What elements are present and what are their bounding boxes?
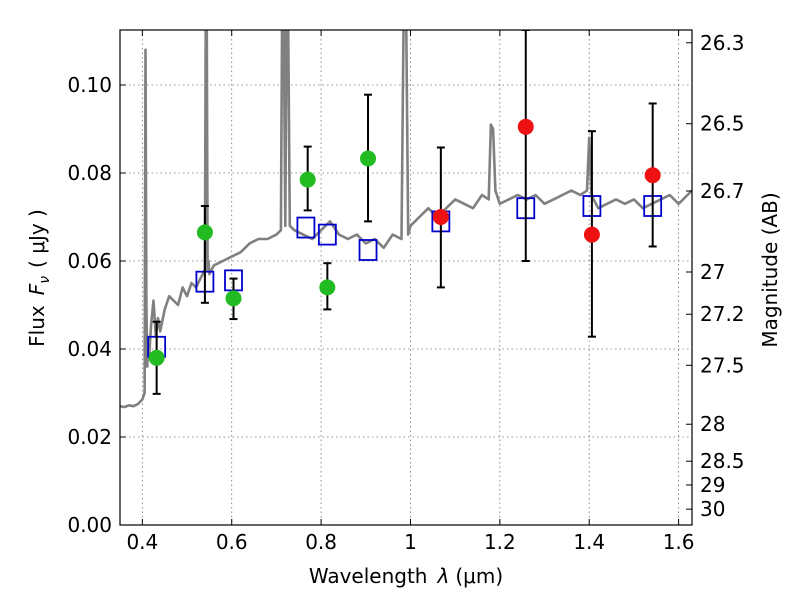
y-axis-title-subscript: ν xyxy=(37,276,53,284)
gridlines xyxy=(120,30,692,525)
plot-area xyxy=(120,30,692,409)
mag-tick-label: 27 xyxy=(700,260,725,284)
y-axis-title-unit: ( μJy ) xyxy=(25,209,49,268)
photometry-point xyxy=(583,226,600,243)
x-tick-label: 1.6 xyxy=(663,530,695,554)
model-point xyxy=(296,216,316,239)
y-axis-title-text: Flux xyxy=(25,305,49,347)
x-tick-label: 0.6 xyxy=(216,530,248,554)
y-tick-label: 0.04 xyxy=(67,337,112,361)
photometry-point xyxy=(225,290,242,307)
mag-tick-label: 26.5 xyxy=(700,112,745,136)
mag-tick-label: 27.2 xyxy=(700,302,745,326)
photometry-point xyxy=(432,209,449,225)
y-axis-title-symbol: F xyxy=(25,283,49,295)
y-tick-label: 0.06 xyxy=(67,249,112,273)
model-point xyxy=(317,223,337,246)
photometry-point xyxy=(319,279,336,296)
y-tick-label: 0.02 xyxy=(67,425,112,449)
axis-ticks: 0.4 0.6 0.8 1 1.2 1.4 1.6 0.00 0.02 0.04 0.06 0.08 0… xyxy=(67,30,745,554)
mag-tick-label: 29 xyxy=(700,473,725,497)
model-point xyxy=(358,239,378,261)
mag-tick-label: 28 xyxy=(700,412,725,436)
photometry-point xyxy=(196,224,213,241)
x-tick-label: 0.4 xyxy=(126,530,158,554)
y-tick-label: 0.00 xyxy=(67,513,112,537)
mag-tick-label: 26.7 xyxy=(700,179,745,203)
x-axis-title-unit: (μm) xyxy=(455,564,503,588)
photometry-point xyxy=(360,150,377,167)
photometry-point xyxy=(517,118,534,135)
x-tick-label: 1.4 xyxy=(573,530,605,554)
y-axis-title: Flux Fν ( μJy ) xyxy=(25,209,53,347)
photometry-point xyxy=(644,167,661,184)
plot-frame xyxy=(119,29,693,526)
x-tick-label: 0.8 xyxy=(305,530,337,554)
mag-tick-label: 27.5 xyxy=(700,353,745,377)
mag-tick-label: 28.5 xyxy=(700,449,745,473)
x-tick-label: 1.2 xyxy=(484,530,516,554)
mag-tick-label: 26.3 xyxy=(700,31,745,55)
spectrum-line xyxy=(120,30,692,409)
x-axis-title-symbol: λ xyxy=(437,564,450,588)
x-tick-label: 1 xyxy=(404,530,417,554)
x-axis-title: Wavelength λ (μm) xyxy=(309,564,503,588)
y-tick-label: 0.08 xyxy=(67,161,112,185)
y-tick-label: 0.10 xyxy=(67,73,112,97)
secondary-y-axis-title: Magnitude (AB) xyxy=(758,192,782,347)
mag-tick-label: 30 xyxy=(700,497,725,521)
x-axis-title-text: Wavelength xyxy=(309,564,428,588)
photometry-point xyxy=(148,349,165,366)
photometry-point xyxy=(299,171,316,188)
